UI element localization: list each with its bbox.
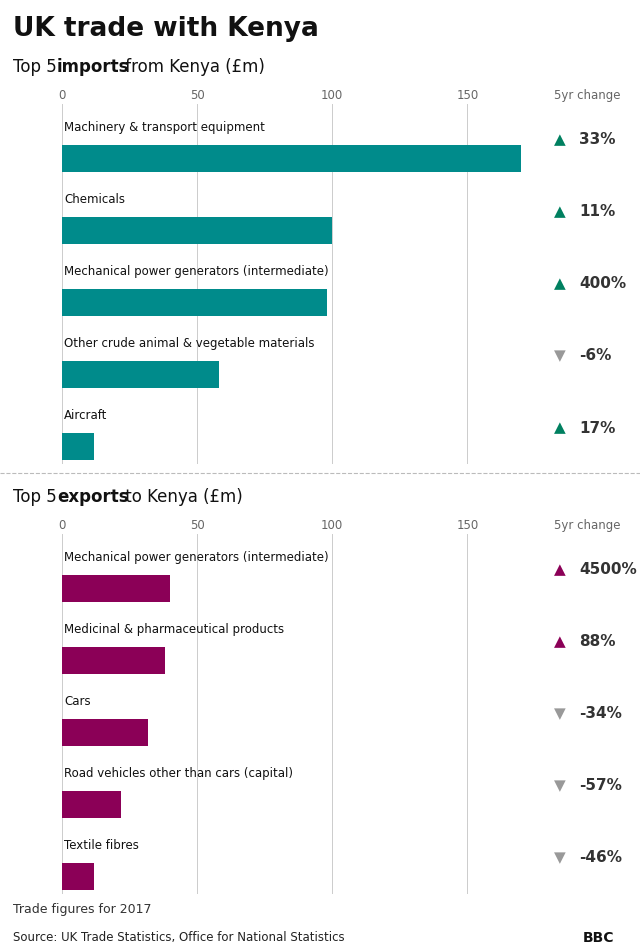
Text: ▲: ▲ <box>554 132 566 148</box>
Text: Medicinal & pharmaceutical products: Medicinal & pharmaceutical products <box>65 624 285 636</box>
Bar <box>62 647 164 674</box>
Text: 11%: 11% <box>579 205 615 220</box>
Text: ▲: ▲ <box>554 205 566 220</box>
Text: 100: 100 <box>321 89 344 102</box>
Text: Top 5: Top 5 <box>13 488 62 506</box>
Text: BBC: BBC <box>583 931 615 945</box>
Bar <box>62 863 95 890</box>
Text: UK trade with Kenya: UK trade with Kenya <box>13 15 319 42</box>
Bar <box>62 289 327 316</box>
Text: Trade figures for 2017: Trade figures for 2017 <box>13 902 151 916</box>
Bar <box>62 217 332 245</box>
Bar <box>62 575 170 603</box>
Text: 5yr change: 5yr change <box>554 519 621 532</box>
Text: Machinery & transport equipment: Machinery & transport equipment <box>65 121 265 134</box>
Text: 0: 0 <box>58 89 66 102</box>
Text: Aircraft: Aircraft <box>65 409 108 423</box>
Text: ▲: ▲ <box>554 421 566 435</box>
Text: 33%: 33% <box>579 132 616 148</box>
Text: ▲: ▲ <box>554 634 566 649</box>
Text: Mechanical power generators (intermediate): Mechanical power generators (intermediat… <box>65 266 329 278</box>
Text: Other crude animal & vegetable materials: Other crude animal & vegetable materials <box>65 337 315 350</box>
Text: Cars: Cars <box>65 695 91 708</box>
Bar <box>62 361 219 388</box>
Text: 4500%: 4500% <box>579 563 637 578</box>
Text: 150: 150 <box>456 519 479 532</box>
Text: 17%: 17% <box>579 421 616 435</box>
Text: -57%: -57% <box>579 779 622 794</box>
Bar <box>62 719 148 746</box>
Text: ▲: ▲ <box>554 276 566 291</box>
Bar <box>62 433 95 461</box>
Text: Source: UK Trade Statistics, Office for National Statistics: Source: UK Trade Statistics, Office for … <box>13 931 344 944</box>
Text: 88%: 88% <box>579 634 616 649</box>
Text: -34%: -34% <box>579 706 622 722</box>
Text: Road vehicles other than cars (capital): Road vehicles other than cars (capital) <box>65 767 293 781</box>
Text: exports: exports <box>57 488 129 506</box>
Text: Top 5: Top 5 <box>13 58 62 76</box>
Text: Chemicals: Chemicals <box>65 193 125 207</box>
Text: 50: 50 <box>190 519 205 532</box>
Text: 400%: 400% <box>579 276 626 291</box>
Text: 0: 0 <box>58 519 66 532</box>
Bar <box>62 791 122 819</box>
Text: 150: 150 <box>456 89 479 102</box>
Text: Mechanical power generators (intermediate): Mechanical power generators (intermediat… <box>65 551 329 565</box>
Text: ▲: ▲ <box>554 563 566 578</box>
Text: -6%: -6% <box>579 348 611 364</box>
Text: -46%: -46% <box>579 850 622 865</box>
Text: imports: imports <box>57 58 129 76</box>
Text: ▼: ▼ <box>554 706 566 722</box>
Text: ▼: ▼ <box>554 779 566 794</box>
Text: from Kenya (£m): from Kenya (£m) <box>120 58 264 76</box>
Text: 50: 50 <box>190 89 205 102</box>
Text: to Kenya (£m): to Kenya (£m) <box>120 488 243 506</box>
Text: 5yr change: 5yr change <box>554 89 621 102</box>
Text: ▼: ▼ <box>554 348 566 364</box>
Text: 100: 100 <box>321 519 344 532</box>
Text: ▼: ▼ <box>554 850 566 865</box>
Bar <box>62 145 522 172</box>
Text: Textile fibres: Textile fibres <box>65 840 140 852</box>
